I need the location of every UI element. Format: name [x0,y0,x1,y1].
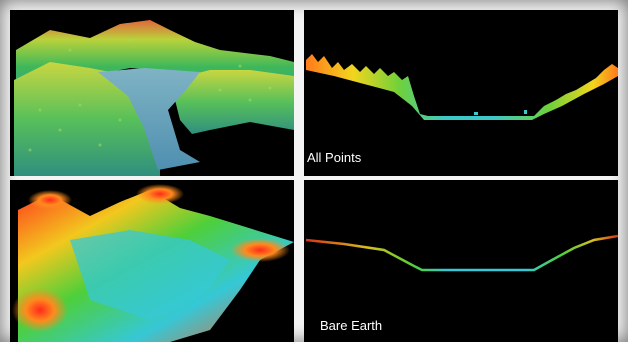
bare-earth-caption: Bare Earth [320,318,383,333]
bare-earth-3d-render [10,180,294,342]
all-points-caption: All Points [307,150,362,165]
bare-earth-3d-panel [10,180,294,342]
point-cloud-3d-render [10,10,294,176]
bare-earth-profile-plot [304,180,618,342]
bare-earth-profile-panel: Bare Earth [304,180,618,342]
all-points-profile-plot [304,10,618,176]
point-cloud-3d-panel [10,10,294,176]
all-points-profile-panel: All Points [304,10,618,176]
